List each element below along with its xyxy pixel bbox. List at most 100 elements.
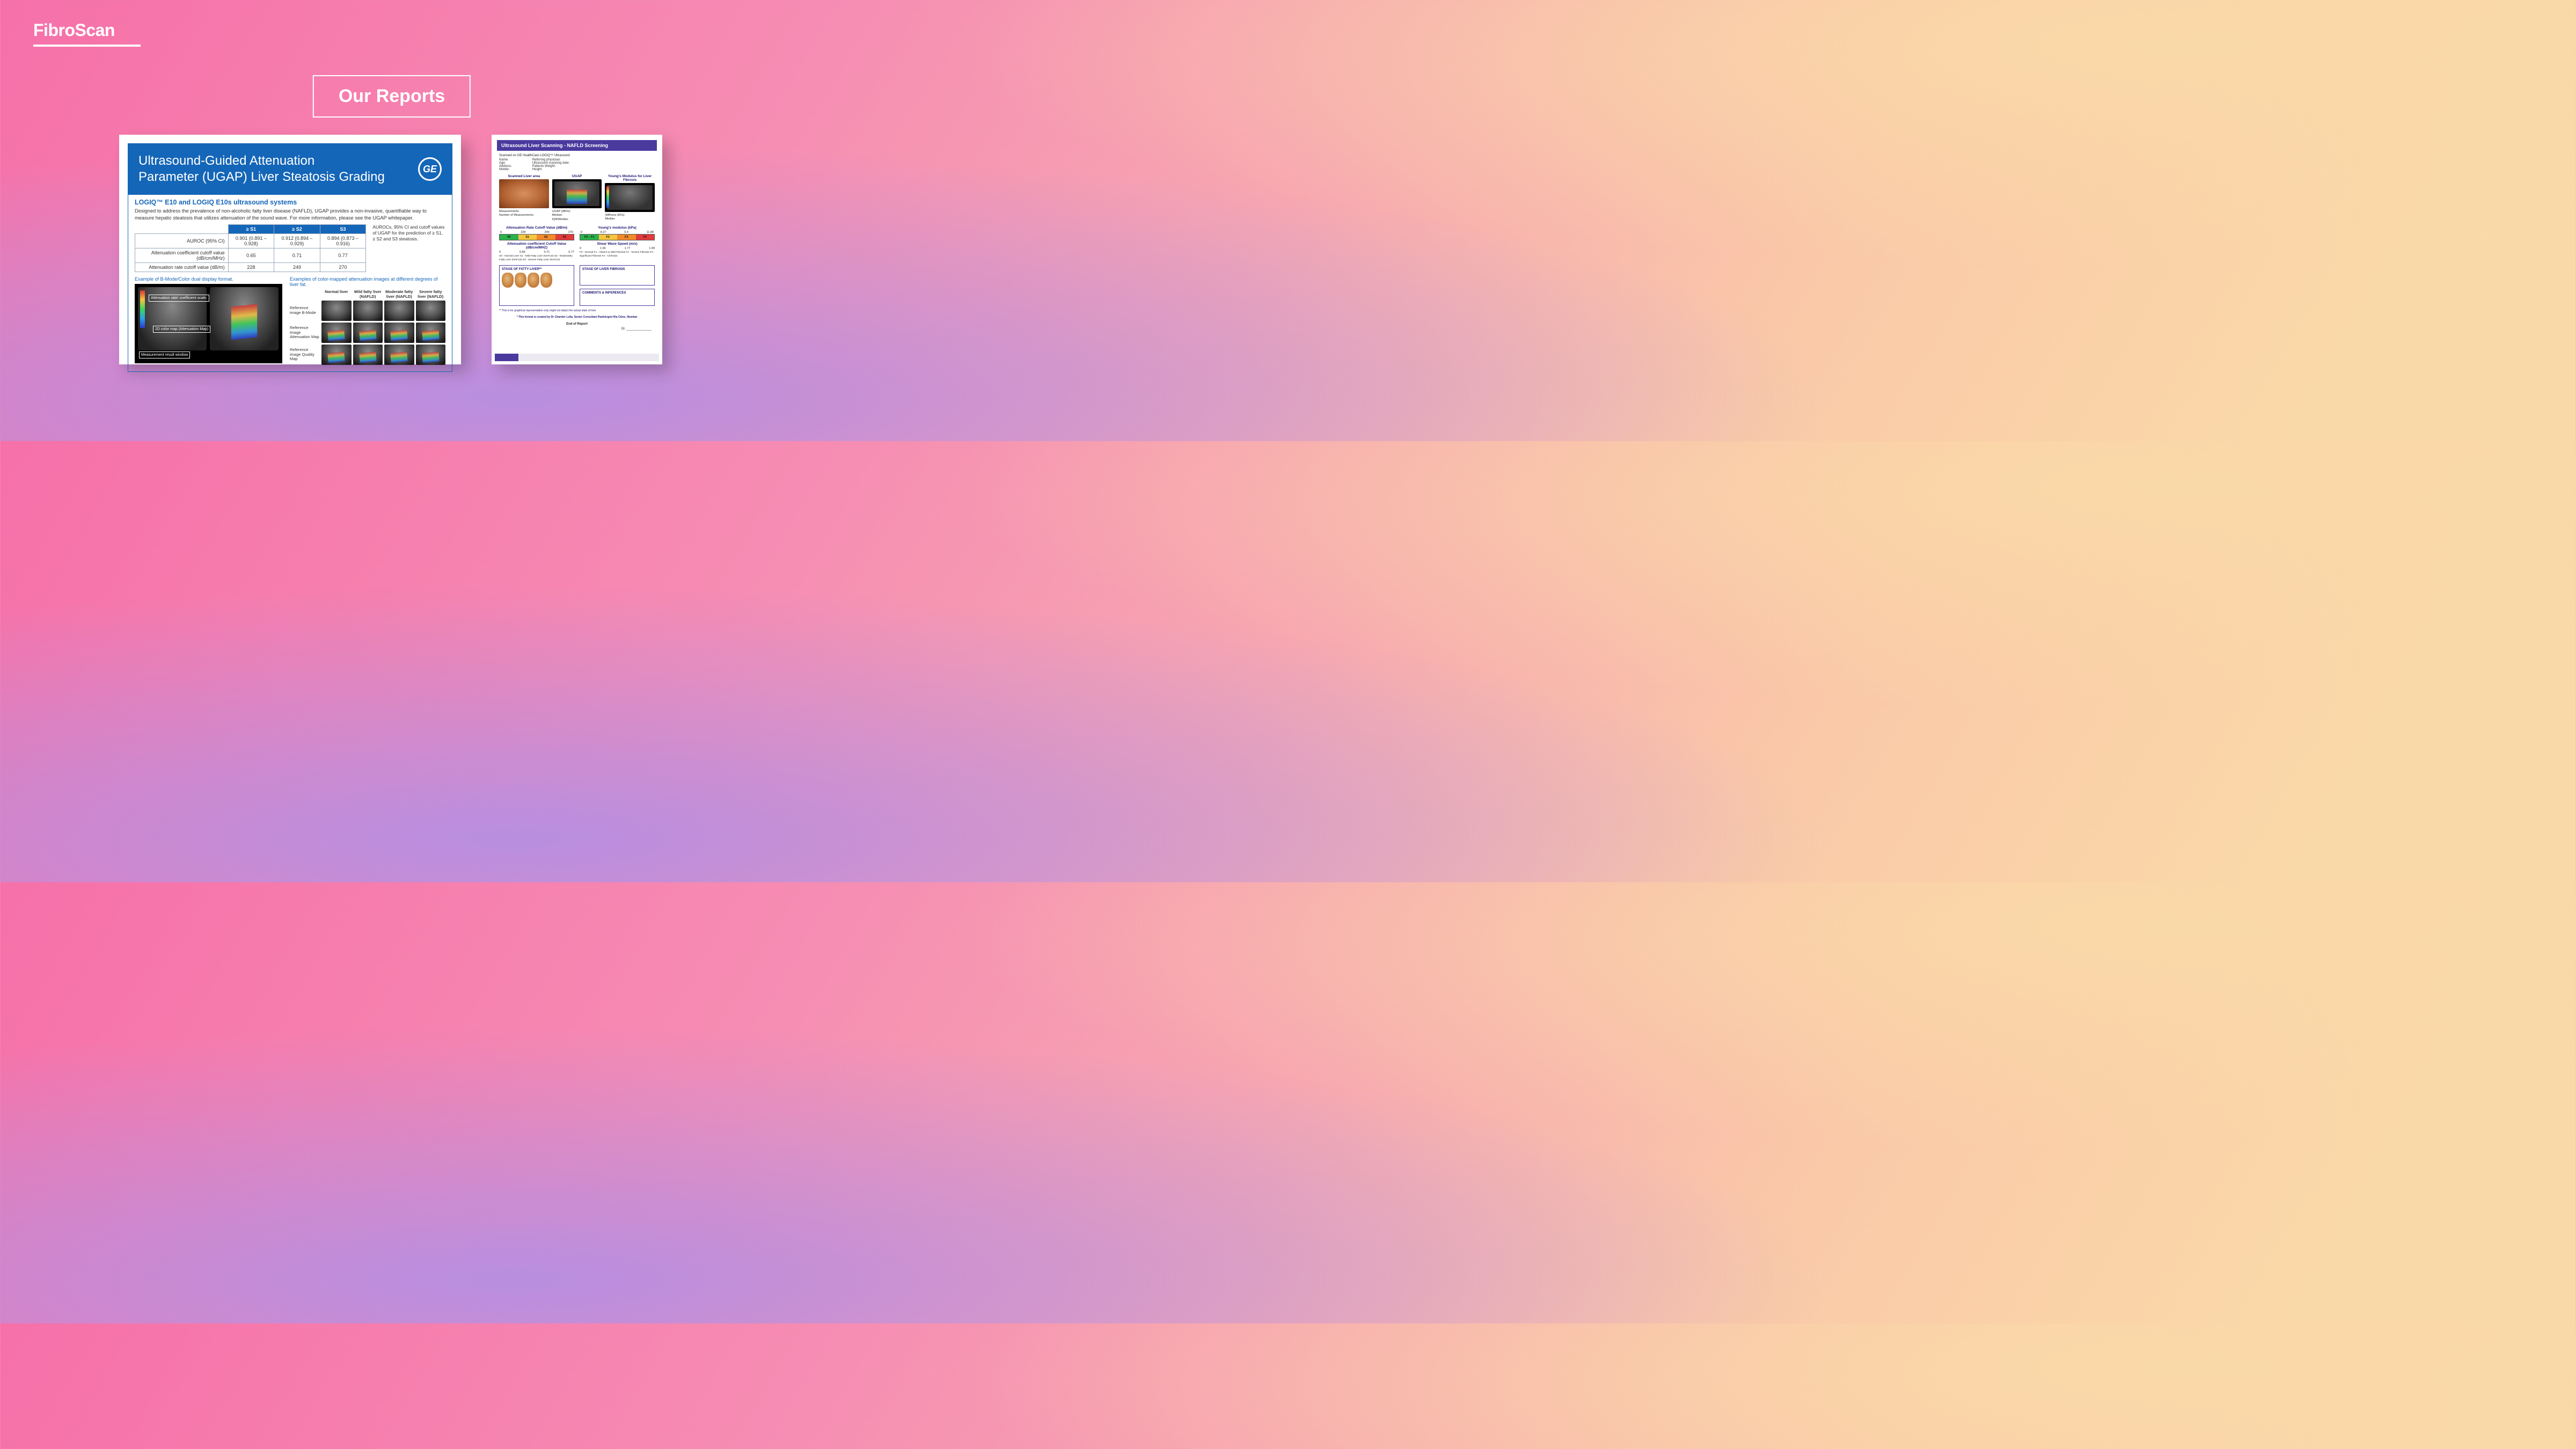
row-label: Attenuation coefficient cutoff value (dB… (135, 248, 229, 263)
footnote-2: * This format is created by Dr Chander L… (499, 316, 655, 319)
panel-liver-area: Scanned Liver area Measurements: Number … (499, 174, 549, 222)
brand-block: FibroScan (33, 20, 141, 47)
stage-row: STAGE OF FATTY LIVER** STAGE OF LIVER FI… (499, 262, 655, 306)
report2-footer-bar (495, 354, 659, 361)
col-mild: Mild fatty liver (NAFLD) (353, 289, 383, 299)
signature-line: Dr. ______________ (499, 327, 652, 331)
stage-fatty-liver: STAGE OF FATTY LIVER** (499, 265, 574, 306)
overlay-label: Attenuation rate/ coefficient scale. (149, 295, 209, 302)
image-grid: Reference image B-Mode Reference image A… (290, 301, 445, 365)
scale-attenuation: Attenuation Rate Cutoff Value (dB/m) 0 2… (499, 222, 574, 261)
grading-grid: Examples of color-mapped attenuation ima… (290, 276, 445, 365)
colorbar-icon (140, 290, 145, 328)
elasto-scan (605, 183, 655, 212)
us-thumb (353, 323, 383, 343)
cell: 249 (274, 263, 320, 272)
panel-stats: Stiffness (kPa): Median: (605, 214, 655, 222)
seg-s1: S1 (518, 235, 537, 240)
report1-subhead: LOGIQ™ E10 and LOGIQ E10s ultrasound sys… (135, 199, 445, 206)
stat: IQR/Median: (552, 218, 602, 222)
scale-sub-title: Shear Wave Speed (m/s) (580, 242, 655, 246)
page-title: Our Reports (313, 75, 471, 118)
grid-caption: Examples of color-mapped attenuation ima… (290, 276, 445, 287)
num: 9.4 (624, 231, 628, 234)
col-s3: S3 (320, 225, 366, 234)
report1-title-line1: Ultrasound-Guided Attenuation (138, 153, 314, 168)
table-row: AUROC (95% CI) 0.901 (0.891 – 0.928) 0.9… (135, 234, 366, 248)
table-note: AUROCs, 95% CI and cutoff values of UGAP… (372, 224, 445, 272)
liver-icon (540, 273, 552, 288)
panel-title: Young's Modulus for Liver Fibrosis (605, 174, 655, 182)
field: Mobile: (499, 168, 512, 171)
scale-title: Attenuation Rate Cutoff Value (dB/m) (499, 226, 574, 230)
seg-f0f1: F0 – F1 (580, 235, 599, 240)
num: 0 (580, 247, 581, 250)
bmode-example: Example of B-Mode/Color dual display for… (135, 276, 282, 365)
footnote-1: ** This is for graphical representation … (499, 309, 655, 313)
us-thumb (384, 323, 414, 343)
ugap-scan (552, 179, 602, 208)
overlay-label: 2D color map (Attenuation Map) (153, 326, 210, 333)
num: 0 (500, 231, 502, 234)
stat: Number of Measurements: (499, 214, 549, 217)
scale-sub-nums: 0 1.66 1.77 1.99 (580, 247, 655, 250)
stage-title: STAGE OF LIVER FIBROSIS (582, 268, 652, 271)
seg-f2: F2 (599, 235, 618, 240)
row-label: Reference image Attenuation Map (290, 323, 320, 343)
num: 270 (568, 231, 573, 234)
report1-title-line2: Parameter (UGAP) Liver Steatosis Grading (138, 170, 385, 184)
table-row: ≥ S1 ≥ S2 S3 (135, 225, 366, 234)
seg-f4: F4 (636, 235, 655, 240)
scales: Attenuation Rate Cutoff Value (dB/m) 0 2… (499, 222, 655, 261)
us-thumb (416, 301, 446, 321)
report1-title: Ultrasound-Guided Attenuation Parameter … (138, 153, 385, 185)
scale-bar: F0 – F1 F2 F3 F4 (580, 234, 655, 240)
us-thumb (416, 323, 446, 343)
row-label: AUROC (95% CI) (135, 234, 229, 248)
num: 1.77 (625, 247, 631, 250)
us-thumb (321, 323, 352, 343)
scale-legend: F0 - Normal F1 - Absent or Mild Fibrosis… (580, 251, 655, 258)
liver-icons (502, 273, 572, 288)
cell: 270 (320, 263, 366, 272)
us-thumb (321, 301, 352, 321)
stat: Stiffness (kPa): (605, 214, 655, 217)
patient-meta: Name: Age: Address: Mobile: Referring ph… (499, 158, 655, 171)
report-card-nafld: Ultrasound Liver Scanning - NAFLD Screen… (492, 135, 662, 364)
seg-s0: S0 (500, 235, 518, 240)
report-card-ugap: Ultrasound-Guided Attenuation Parameter … (119, 135, 461, 364)
brand-underline (33, 45, 141, 47)
comments-box: COMMENTS & INFERENCES (580, 289, 655, 306)
stage-title: STAGE OF FATTY LIVER** (502, 268, 572, 271)
stat: Median: (605, 217, 655, 221)
report1-body: LOGIQ™ E10 and LOGIQ E10s ultrasound sys… (128, 195, 452, 372)
brand-logo: FibroScan (33, 20, 141, 40)
seg-s2: S2 (537, 235, 555, 240)
ultrasound-dual-display: Attenuation rate/ coefficient scale. 2D … (135, 284, 282, 363)
panel-title: Scanned Liver area (499, 174, 549, 178)
panel-ugap: UGAP UGAP (dB/m): Median: IQR/Median: (552, 174, 602, 222)
end-of-report: End of Report (499, 323, 655, 326)
num: 0.77 (568, 251, 574, 254)
table-row: Attenuation coefficient cutoff value (dB… (135, 248, 366, 263)
report1-imagerow: Example of B-Mode/Color dual display for… (135, 276, 445, 365)
scale-youngs: Young's modulus (kPa) 0 8.27 9.4 11.88 F… (580, 222, 655, 261)
num: 0 (581, 231, 582, 234)
stage-fibrosis: STAGE OF LIVER FIBROSIS (580, 265, 655, 286)
attenuation-map-icon (231, 304, 257, 340)
field: Height: (532, 168, 570, 171)
row-label: Reference image B-Mode (290, 301, 320, 321)
cell: 0.894 (0.873 – 0.916) (320, 234, 366, 248)
stat: UGAP (dB/m): (552, 210, 602, 214)
num: 228 (521, 231, 525, 234)
us-thumb (384, 301, 414, 321)
overlay-label: Measurement result window (139, 352, 190, 358)
scanned-on: Scanned on GE HealthCare LOGIQ™ Ultrasou… (499, 154, 655, 157)
panel-title: UGAP (552, 174, 602, 178)
report2-body: Scanned on GE HealthCare LOGIQ™ Ultrasou… (495, 154, 659, 331)
stat: Median: (552, 214, 602, 217)
num: 0 (499, 251, 501, 254)
scale-title: Young's modulus (kPa) (580, 226, 655, 230)
num: 1.66 (600, 247, 606, 250)
num: 1.99 (649, 247, 655, 250)
